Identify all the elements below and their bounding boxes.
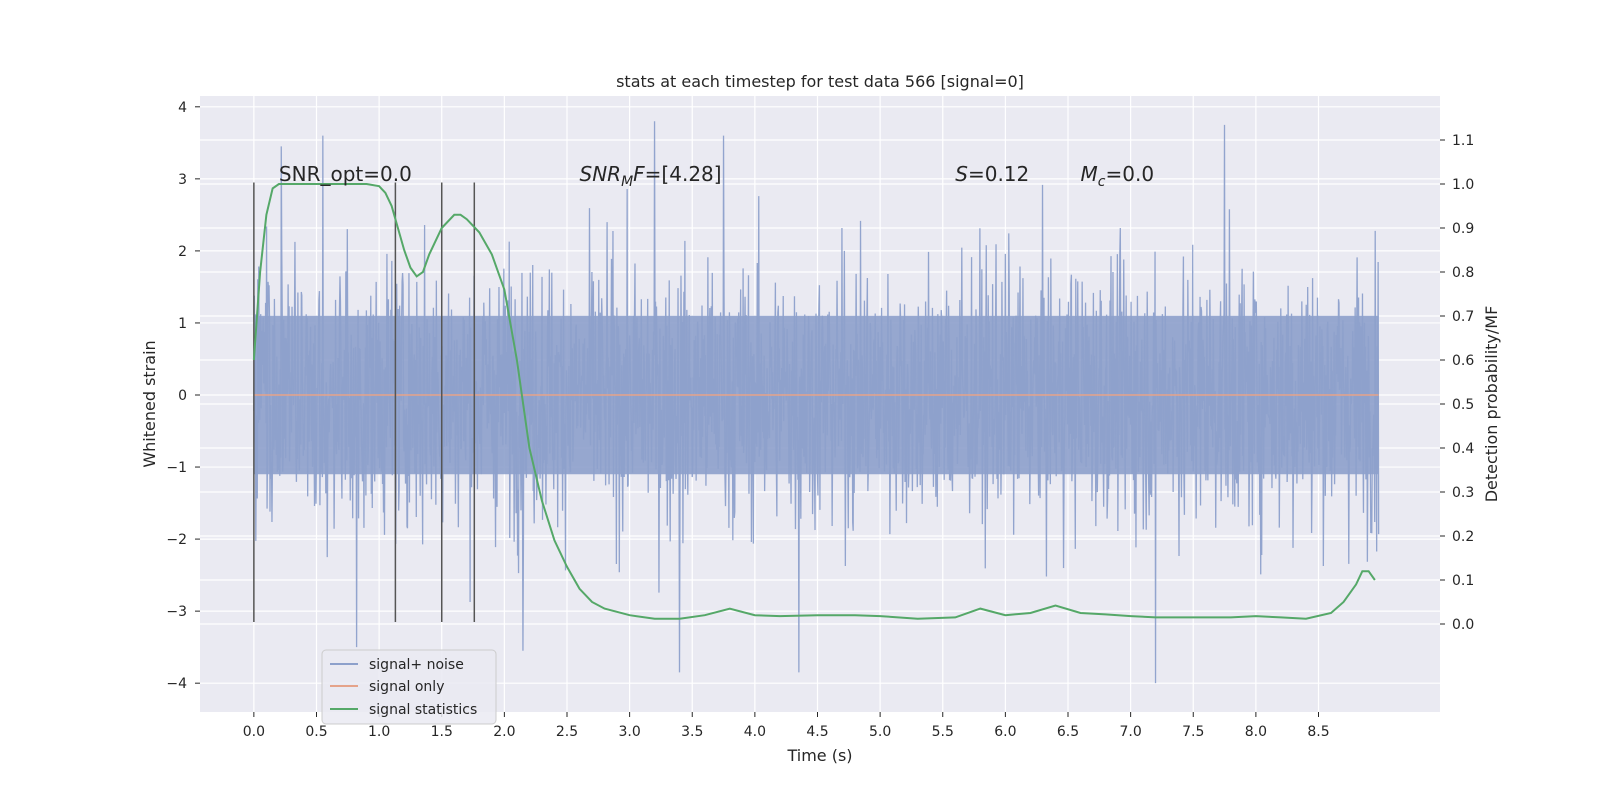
x-tick-label: 0.5 [305, 724, 327, 740]
y-right-tick-label: 0.7 [1452, 309, 1474, 325]
y-tick-label: −2 [166, 532, 187, 548]
y-axis-label: Whitened strain [140, 340, 159, 467]
x-tick-label: 2.0 [493, 724, 515, 740]
y-right-tick-label: 1.0 [1452, 177, 1474, 193]
y-right-tick-label: 0.3 [1452, 485, 1474, 501]
x-tick-label: 8.0 [1245, 724, 1267, 740]
x-tick-label: 1.0 [368, 724, 390, 740]
x-tick-label: 5.5 [932, 724, 954, 740]
x-tick-label: 7.5 [1182, 724, 1204, 740]
y-right-tick-label: 0.4 [1452, 441, 1474, 457]
x-tick-label: 3.0 [618, 724, 640, 740]
x-tick-label: 6.0 [994, 724, 1016, 740]
annotation: SNR_opt=0.0 [279, 162, 412, 186]
marker-vertical-lines [253, 182, 476, 622]
y-axis-right-ticks: 0.0 0.1 0.2 0.3 0.4 0.5 0.6 0.7 0.8 0.9 1.0 1.1 [1440, 133, 1474, 633]
y-tick-label: 0 [178, 388, 187, 404]
y-right-tick-label: 0.0 [1452, 617, 1474, 633]
x-tick-label: 4.5 [806, 724, 828, 740]
y-tick-label: −3 [166, 604, 187, 620]
annotation: SNRMF=[4.28] [580, 162, 722, 190]
legend-label-statistics: signal statistics [369, 702, 477, 718]
y-tick-label: 1 [178, 316, 187, 332]
y-tick-label: 3 [178, 172, 187, 188]
annotations: SNR_opt=0.0 SNRMF=[4.28] S=0.12 Mc=0.0 [279, 162, 1154, 190]
signal-statistics-series [252, 183, 1376, 620]
x-tick-label: 7.0 [1119, 724, 1141, 740]
legend-box [321, 649, 497, 725]
x-tick-label: 0.0 [243, 724, 265, 740]
x-axis-ticks: 0.0 0.5 1.0 1.5 2.0 2.5 3.0 3.5 4.0 4.5 5.0 5.5 6.0 6… [243, 712, 1330, 740]
statistics-line [252, 183, 1376, 620]
x-tick-label: 1.5 [431, 724, 453, 740]
y-tick-label: −4 [166, 676, 187, 692]
annotation: Mc=0.0 [1081, 162, 1155, 190]
y-right-tick-label: 1.1 [1452, 133, 1474, 149]
x-axis-label: Time (s) [786, 746, 852, 765]
y-axis-right-label: Detection probability/MF [1482, 306, 1501, 503]
y-tick-label: 4 [178, 100, 187, 116]
y-right-tick-label: 0.9 [1452, 221, 1474, 237]
y-tick-label: −1 [166, 460, 187, 476]
annotation: S=0.12 [955, 162, 1029, 186]
legend: signal+ noise signal only signal statist… [321, 649, 497, 725]
y-right-tick-label: 0.5 [1452, 397, 1474, 413]
legend-label-signal: signal only [369, 679, 444, 695]
chart-title: stats at each timestep for test data 566… [616, 72, 1024, 91]
y-right-tick-label: 0.6 [1452, 353, 1474, 369]
y-axis-left-ticks: −4 −3 −2 −1 0 1 2 3 4 [166, 100, 200, 692]
y-right-tick-label: 0.2 [1452, 529, 1474, 545]
legend-label-noise: signal+ noise [369, 657, 464, 673]
x-tick-label: 3.5 [681, 724, 703, 740]
y-tick-label: 2 [178, 244, 187, 260]
x-tick-label: 8.5 [1307, 724, 1329, 740]
y-right-tick-label: 0.1 [1452, 573, 1474, 589]
x-tick-label: 6.5 [1057, 724, 1079, 740]
x-tick-label: 4.0 [744, 724, 766, 740]
x-tick-label: 2.5 [556, 724, 578, 740]
x-tick-label: 5.0 [869, 724, 891, 740]
y-right-tick-label: 0.8 [1452, 265, 1474, 281]
